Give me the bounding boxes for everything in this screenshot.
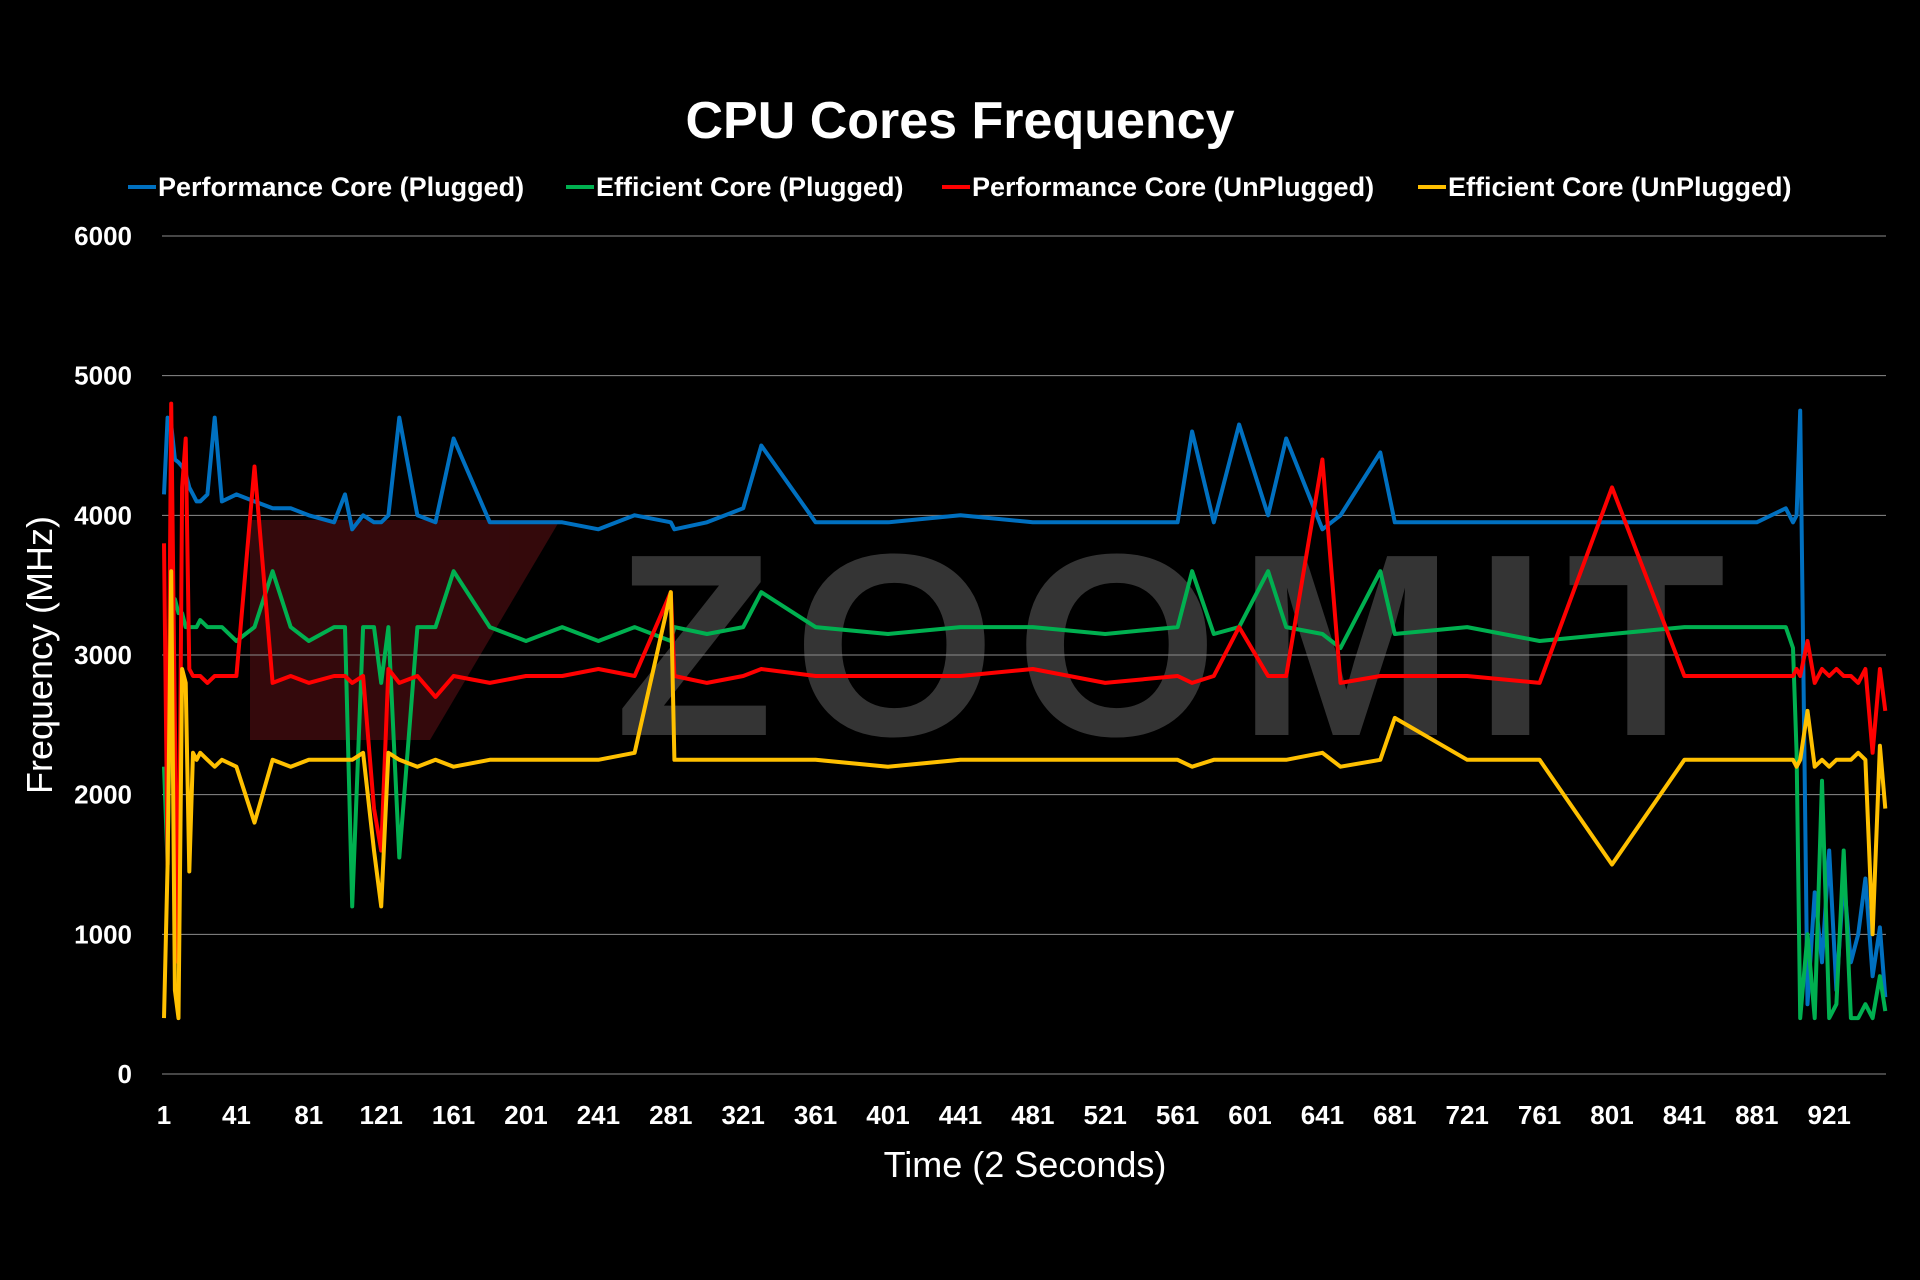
x-tick-label: 361 xyxy=(794,1100,837,1130)
x-tick-label: 881 xyxy=(1735,1100,1778,1130)
x-tick-label: 161 xyxy=(432,1100,475,1130)
x-tick-label: 601 xyxy=(1228,1100,1271,1130)
x-tick-label: 801 xyxy=(1590,1100,1633,1130)
x-tick-label: 321 xyxy=(722,1100,765,1130)
x-tick-label: 721 xyxy=(1446,1100,1489,1130)
y-tick-label: 0 xyxy=(118,1059,132,1089)
x-tick-label: 841 xyxy=(1663,1100,1706,1130)
x-tick-label: 401 xyxy=(866,1100,909,1130)
x-tick-label: 1 xyxy=(157,1100,171,1130)
x-axis-ticks: 1 41 81 121 161 201 241 281 321 361 401 441 481 521 56… xyxy=(157,1100,1851,1130)
x-tick-label: 121 xyxy=(360,1100,403,1130)
x-tick-label: 41 xyxy=(222,1100,251,1130)
y-axis-title: Frequency (MHz) xyxy=(19,516,60,794)
x-tick-label: 201 xyxy=(504,1100,547,1130)
gridlines xyxy=(162,235,1886,1075)
y-tick-label: 2000 xyxy=(74,780,132,810)
x-tick-label: 561 xyxy=(1156,1100,1199,1130)
series-line-3 xyxy=(162,569,1888,1021)
legend-label: Performance Core (Plugged) xyxy=(158,172,524,202)
chart-title: CPU Cores Frequency xyxy=(685,92,1234,150)
legend: Performance Core (Plugged) Efficient Core… xyxy=(128,172,1792,202)
x-tick-label: 281 xyxy=(649,1100,692,1130)
legend-label: Efficient Core (Plugged) xyxy=(596,172,904,202)
x-tick-label: 241 xyxy=(577,1100,620,1130)
legend-label: Performance Core (UnPlugged) xyxy=(972,172,1374,202)
y-tick-label: 4000 xyxy=(74,500,132,530)
x-tick-label: 681 xyxy=(1373,1100,1416,1130)
x-tick-label: 521 xyxy=(1084,1100,1127,1130)
y-tick-label: 1000 xyxy=(74,919,132,949)
watermark: ZOOMIT xyxy=(250,501,1746,791)
y-axis-ticks: 0 1000 2000 3000 4000 5000 6000 xyxy=(74,221,132,1089)
x-tick-label: 481 xyxy=(1011,1100,1054,1130)
y-tick-label: 3000 xyxy=(74,640,132,670)
x-tick-label: 441 xyxy=(939,1100,982,1130)
x-tick-label: 641 xyxy=(1301,1100,1344,1130)
x-tick-label: 761 xyxy=(1518,1100,1561,1130)
y-tick-label: 6000 xyxy=(74,221,132,251)
series-line-1 xyxy=(162,569,1888,1021)
legend-label: Efficient Core (UnPlugged) xyxy=(1448,172,1792,202)
watermark-text: ZOOMIT xyxy=(615,501,1746,791)
watermark-logo xyxy=(250,520,560,740)
y-tick-label: 5000 xyxy=(74,361,132,391)
x-axis-title: Time (2 Seconds) xyxy=(884,1144,1167,1185)
x-tick-label: 921 xyxy=(1808,1100,1851,1130)
series-line-0 xyxy=(162,408,1888,1007)
series-lines xyxy=(162,401,1888,1021)
x-tick-label: 81 xyxy=(294,1100,323,1130)
series-line-2 xyxy=(162,401,1888,965)
